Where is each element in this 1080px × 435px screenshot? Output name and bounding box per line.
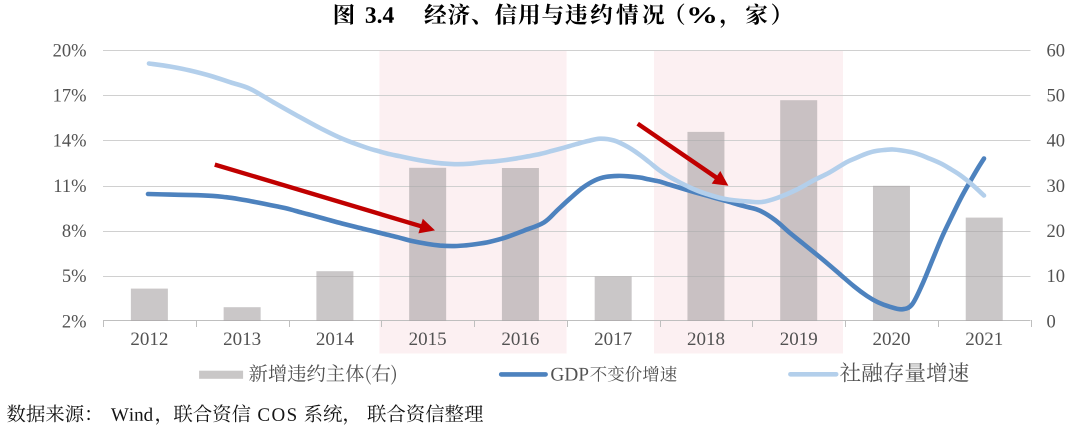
svg-text:40: 40 <box>1047 132 1066 152</box>
svg-text:60: 60 <box>1047 41 1066 61</box>
svg-text:11%: 11% <box>53 177 86 197</box>
svg-text:0: 0 <box>1047 312 1056 332</box>
svg-text:2018: 2018 <box>687 329 725 350</box>
svg-text:2019: 2019 <box>780 329 818 350</box>
svg-text:2015: 2015 <box>409 329 447 350</box>
svg-text:20: 20 <box>1047 222 1066 242</box>
svg-text:2%: 2% <box>62 312 87 332</box>
svg-text:2020: 2020 <box>872 329 910 350</box>
svg-text:30: 30 <box>1047 177 1066 197</box>
svg-text:2013: 2013 <box>223 329 261 350</box>
svg-text:2017: 2017 <box>594 329 632 350</box>
svg-text:5%: 5% <box>62 267 87 287</box>
svg-text:17%: 17% <box>53 86 87 106</box>
svg-text:2021: 2021 <box>965 329 1003 350</box>
svg-text:2016: 2016 <box>501 329 539 350</box>
svg-text:2012: 2012 <box>130 329 168 350</box>
svg-text:50: 50 <box>1047 86 1066 106</box>
svg-text:20%: 20% <box>53 41 87 61</box>
svg-text:10: 10 <box>1047 267 1066 287</box>
svg-text:14%: 14% <box>53 132 87 152</box>
svg-text:2014: 2014 <box>316 329 355 350</box>
svg-text:8%: 8% <box>62 222 87 242</box>
